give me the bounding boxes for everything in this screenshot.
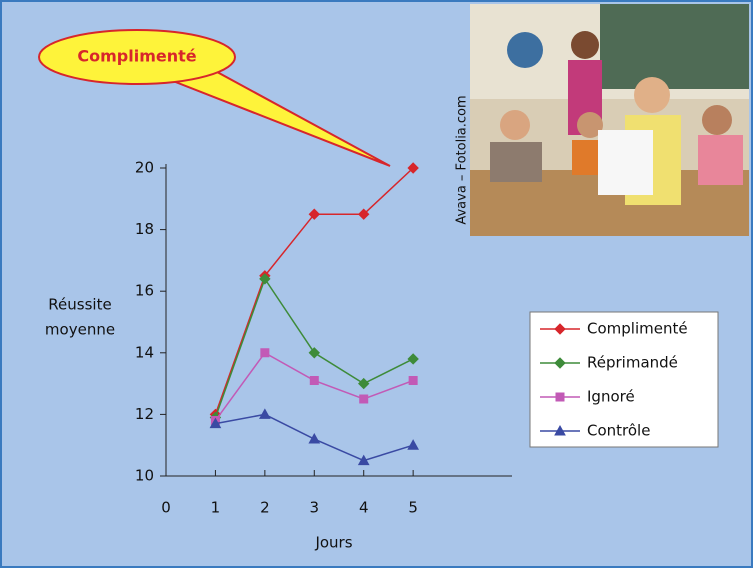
x-tick-label: 5 [408,499,418,517]
data-point [358,208,370,220]
data-point [357,454,370,466]
callout-text: Complimenté [77,47,196,66]
legend-marker [554,323,566,335]
data-point [308,208,320,220]
x-tick-label: 3 [310,499,320,517]
data-point [259,273,271,285]
y-tick-label: 14 [135,343,154,361]
x-tick-label: 4 [359,499,369,517]
y-tick-label: 10 [135,467,154,485]
legend-marker [555,392,565,402]
y-tick-label: 16 [135,282,154,300]
legend-marker [554,357,566,369]
legend-label: Réprimandé [587,354,678,372]
y-axis-label: moyenne [45,321,115,339]
data-point [260,348,270,358]
data-point [407,439,419,450]
y-tick-label: 12 [135,405,154,423]
data-point [407,162,419,174]
y-tick-label: 20 [135,159,154,177]
legend-marker [554,424,566,436]
x-tick-label: 0 [161,499,171,517]
data-point [308,433,321,444]
data-point [209,417,222,429]
photo [470,4,749,236]
data-point [259,408,271,419]
data-point [359,394,369,404]
data-point [407,353,419,365]
x-tick-label: 2 [260,499,270,517]
legend [529,311,719,448]
x-axis-label: Jours [314,534,352,552]
data-point [358,377,370,390]
y-tick-label: 18 [135,220,154,238]
legend-label: Ignoré [587,388,635,406]
data-point [309,376,319,386]
x-tick-label: 1 [211,499,221,517]
legend-label: Complimenté [587,320,688,338]
data-point [308,347,320,359]
data-point [408,376,418,386]
y-axis-label: Réussite [48,296,111,314]
legend-label: Contrôle [587,422,650,440]
photo-credit: Avava – Fotolia.com [455,95,470,224]
callout-shape [38,29,391,167]
